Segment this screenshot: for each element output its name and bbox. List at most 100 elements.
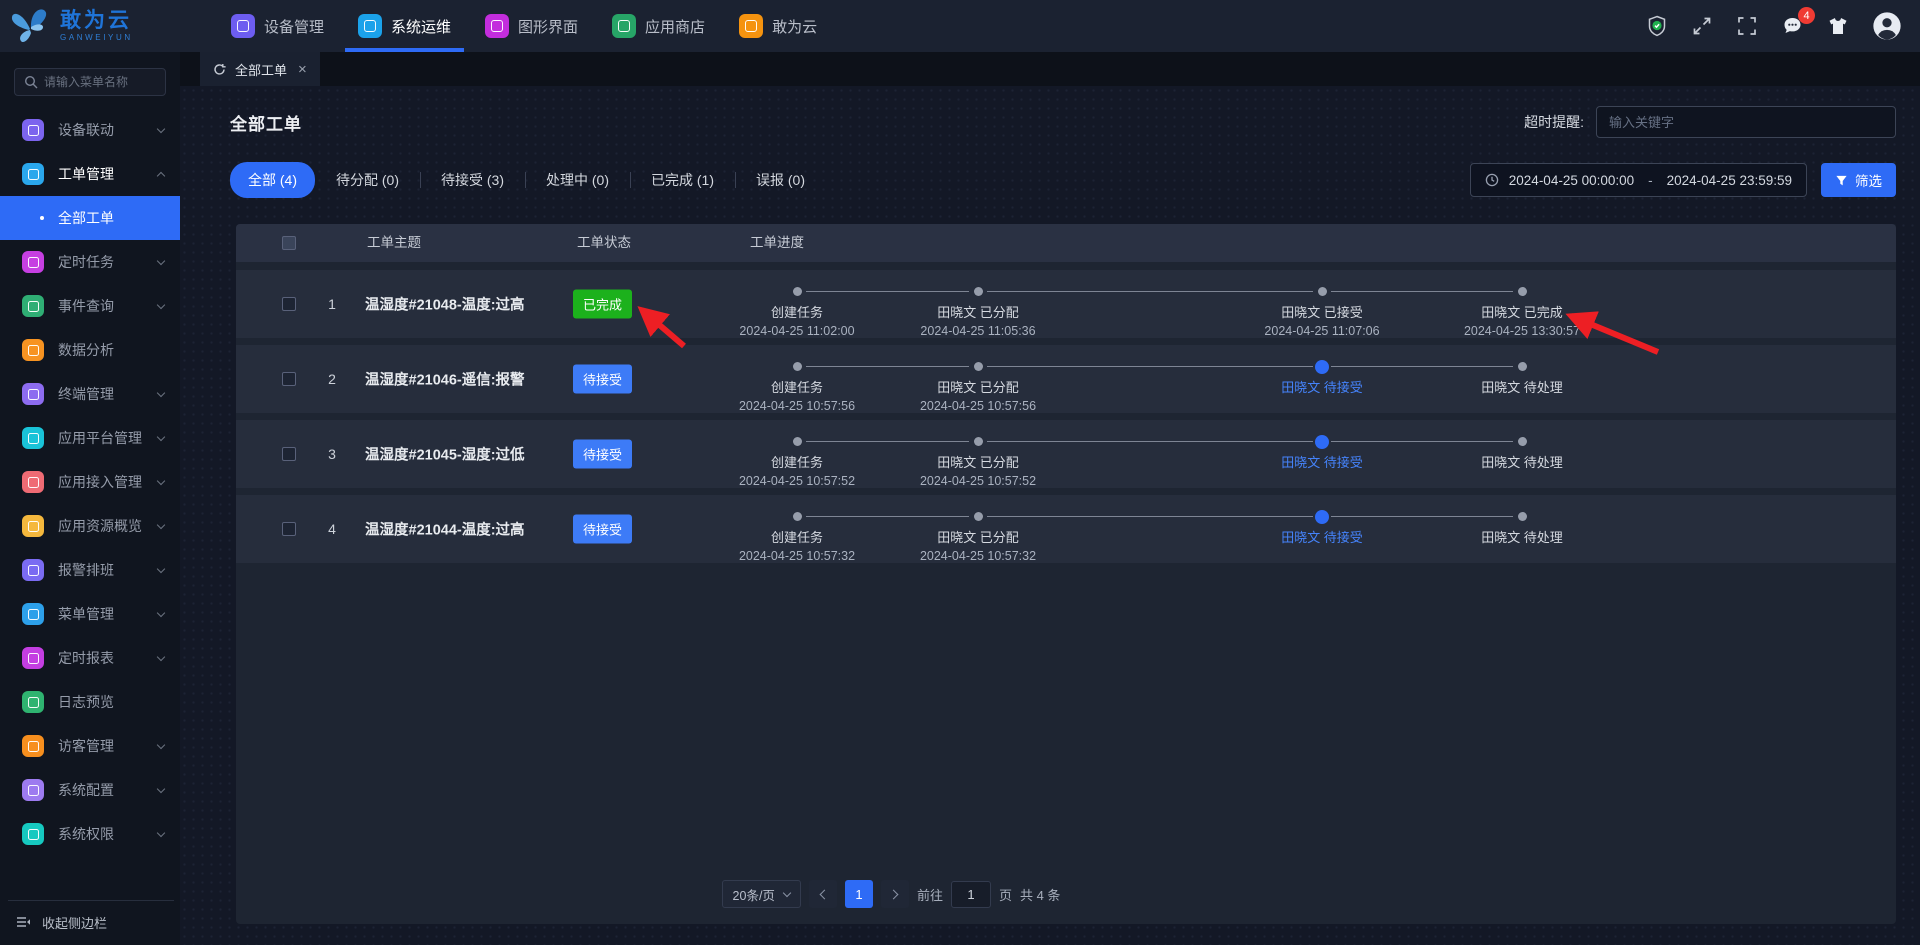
timeline-dot-icon [1517,512,1527,521]
row-checkbox[interactable] [282,447,296,461]
messages-icon[interactable]: 4 [1781,7,1815,37]
filter-tab[interactable]: 全部 (4) [230,162,315,198]
app-access-icon [22,471,44,493]
sidebar-item[interactable]: 系统配置 [0,768,180,812]
sidebar-item[interactable]: 应用接入管理 [0,460,180,504]
system-config-icon [22,779,44,801]
step-timestamp: 2024-04-25 11:05:36 [920,324,1036,338]
sidebar-item[interactable]: 事件查询 [0,284,180,328]
bullet-dot-icon [40,216,44,220]
timeline-dot-icon [1315,359,1329,374]
filter-tab[interactable]: 已完成 (1) [630,170,735,190]
scheduled-task-icon [22,251,44,273]
sidebar-item-label: 终端管理 [58,386,114,402]
chevron-icon [156,564,166,573]
table-row[interactable]: 4 温湿度#21044-温度:过高 待接受 创建任务 2024-04-25 10… [236,495,1896,563]
screenshot-frame-icon[interactable] [1736,15,1758,37]
brand-logo[interactable]: 敢为云 GANWEIYUN [8,4,190,48]
brand-title: 敢为云 [60,9,132,32]
nav-item-label: 系统运维 [391,18,452,36]
collapse-sidebar-button[interactable]: 收起侧边栏 [0,901,180,943]
topbar-nav-item[interactable]: 图形界面 [468,0,595,52]
step-timestamp: 2024-04-25 11:02:00 [739,324,855,338]
tab-all-work-orders[interactable]: 全部工单 × [200,52,320,86]
table-row[interactable]: 2 温湿度#21046-遥信:报警 待接受 创建任务 2024-04-25 10… [236,345,1896,413]
sidebar-item[interactable]: 应用平台管理 [0,416,180,460]
timeline-step: 田晓文 待处理 [1402,512,1642,562]
chevron-icon [156,300,166,309]
chevron-icon [156,124,166,133]
prev-page-button[interactable] [808,880,837,908]
table-row[interactable]: 1 温湿度#21048-温度:过高 已完成 创建任务 2024-04-25 11… [236,270,1896,338]
step-label: 创建任务 [770,455,823,470]
row-checkbox[interactable] [282,522,296,536]
pagination: 20条/页 1 前往 页 共 4 条 [61,880,1721,908]
sidebar-item-label: 访客管理 [58,738,114,754]
timeline-step: 创建任务 2024-04-25 10:57:52 [677,437,917,488]
security-shield-icon[interactable] [1646,15,1668,37]
chevron-down-icon [782,888,792,897]
sidebar-item[interactable]: 终端管理 [0,372,180,416]
refresh-icon[interactable] [213,63,226,76]
fullscreen-icon[interactable] [1691,15,1713,37]
menu-search-input[interactable] [44,75,156,89]
filter-tab[interactable]: 待分配 (0) [336,172,399,188]
nav-item-label: 应用商店 [645,18,706,36]
alarm-schedule-icon [22,559,44,581]
sidebar-item[interactable]: 工单管理 [0,152,180,196]
timeout-reminder-label: 超时提醒: [1524,114,1584,130]
sidebar-menu: 设备联动 工单管理 全部工单 定时任务 事件查询 数据分析 终端管理 应用平台管… [0,104,180,900]
select-all-checkbox[interactable] [282,236,296,250]
collapse-icon [17,917,30,927]
topbar-actions: 4 [1646,7,1902,41]
date-range-picker[interactable]: 2024-04-25 00:00:00 - 2024-04-25 23:59:5… [1469,163,1807,197]
sidebar-subitem[interactable]: 全部工单 [0,196,180,240]
sidebar-item[interactable]: 设备联动 [0,108,180,152]
sidebar-item[interactable]: 菜单管理 [0,592,180,636]
next-page-button[interactable] [880,880,909,908]
sidebar-item[interactable]: 访客管理 [0,724,180,768]
tab-label: 全部工单 [235,62,288,78]
sidebar-item[interactable]: 应用资源概览 [0,504,180,548]
timeline-step: 田晓文 待接受 [1202,434,1442,487]
step-label: 田晓文 待接受 [1281,380,1363,395]
sidebar-item-label: 应用资源概览 [58,518,142,534]
topbar-nav-item[interactable]: 应用商店 [595,0,722,52]
topbar-nav-item[interactable]: 敢为云 [722,0,834,52]
topbar-nav-item[interactable]: 系统运维 [341,0,468,52]
progress-timeline: 创建任务 2024-04-25 11:02:00 田晓文 已分配 2024-04… [236,270,1896,338]
filter-tab[interactable]: 处理中 (0) [525,170,630,190]
table-row[interactable]: 3 温湿度#21045-湿度:过低 待接受 创建任务 2024-04-25 10… [236,420,1896,488]
topbar-nav-item[interactable]: 设备管理 [214,0,341,52]
step-label: 田晓文 已完成 [1481,305,1563,320]
sidebar-item[interactable]: 日志预览 [0,680,180,724]
sidebar-item[interactable]: 数据分析 [0,328,180,372]
filter-tab[interactable]: 误报 (0) [735,170,826,190]
timeline-step: 田晓文 已分配 2024-04-25 10:57:56 [858,362,1098,413]
page-number-1[interactable]: 1 [844,880,873,908]
chevron-icon [156,432,166,441]
sidebar-item[interactable]: 定时报表 [0,636,180,680]
keyword-input[interactable] [1596,106,1896,138]
timeline-dot-icon [792,362,802,371]
search-icon [24,75,38,89]
app-resource-icon [22,515,44,537]
chevron-left-icon [819,889,830,899]
row-checkbox[interactable] [282,372,296,386]
sidebar-item[interactable]: 报警排班 [0,548,180,592]
sidebar-item[interactable]: 定时任务 [0,240,180,284]
goto-page-input[interactable] [950,880,991,908]
page-size-select[interactable]: 20条/页 [721,880,801,908]
sidebar-item[interactable]: 系统权限 [0,812,180,856]
filter-button[interactable]: 筛选 [1821,163,1896,197]
event-query-icon [22,295,44,317]
filter-tab[interactable]: 待接受 (3) [420,170,525,190]
theme-shirt-icon[interactable] [1827,15,1849,37]
close-tab-icon[interactable]: × [298,60,307,78]
timeline-dot-icon [1517,437,1527,446]
column-header-status: 工单状态 [577,235,631,250]
timeline-step: 田晓文 待接受 [1202,359,1442,412]
row-checkbox[interactable] [282,297,296,311]
step-timestamp: 2024-04-25 10:57:52 [738,474,856,488]
user-avatar[interactable] [1872,11,1902,41]
